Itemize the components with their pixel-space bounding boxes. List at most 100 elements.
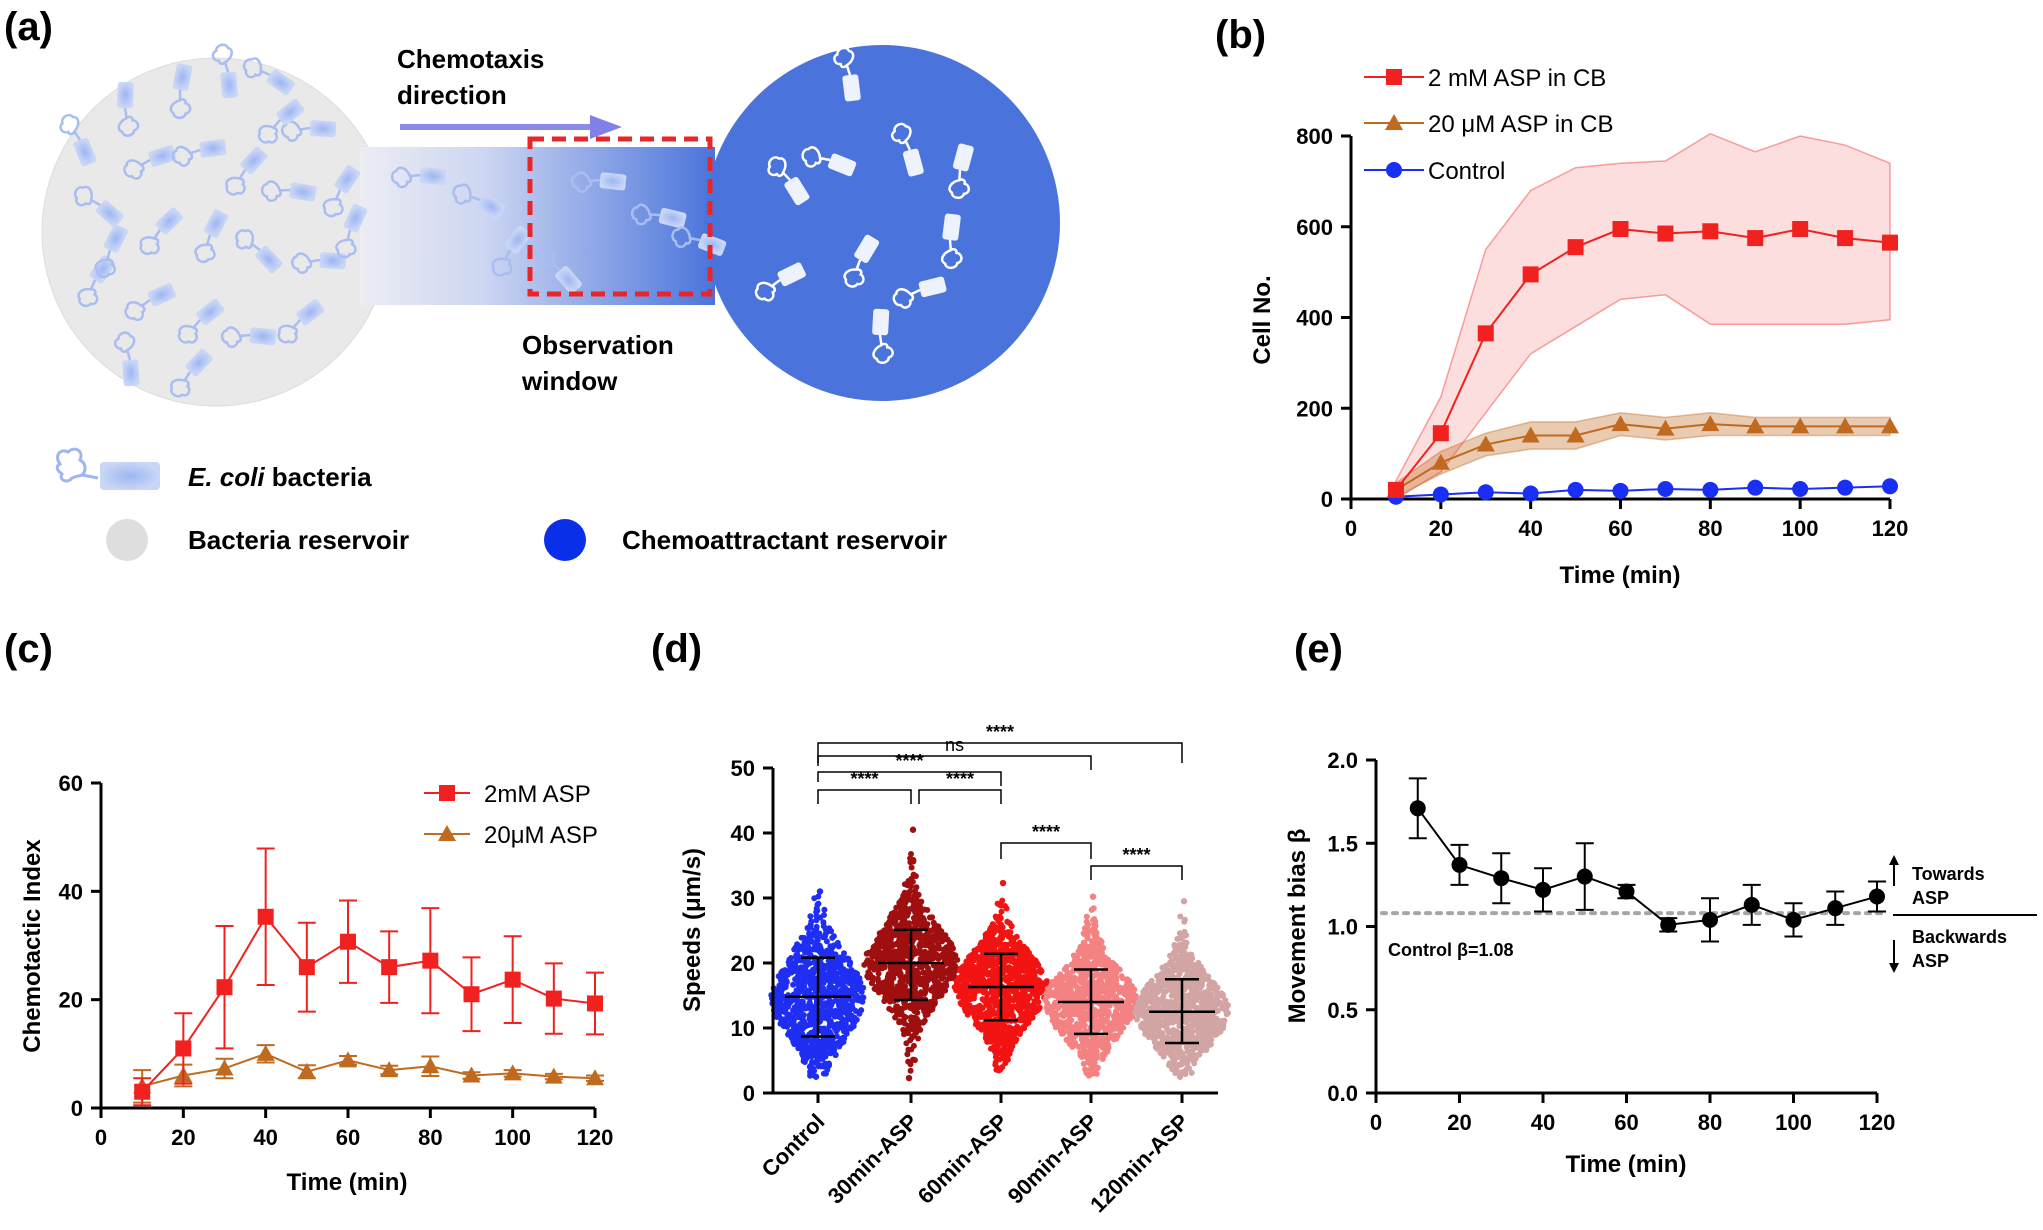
d-point-0 [789,1027,796,1034]
d-ytick-label: 10 [731,1016,755,1041]
d-sig-bracket [1000,842,1092,859]
e-ytick-label: 1.0 [1327,915,1358,940]
d-point-0 [778,987,785,994]
d-point-2 [1024,1010,1031,1017]
b-point-1 [1521,426,1540,443]
b-point-1 [1431,453,1450,470]
d-point-1 [919,1002,926,1008]
d-point-2 [983,1031,990,1038]
d-point-0 [815,900,822,907]
d-point-1 [910,1056,917,1063]
d-point-3 [1092,990,1099,997]
d-point-1 [929,942,936,949]
c-ytick-label: 40 [59,879,83,904]
d-point-1 [926,914,933,921]
bacteria-reservoir-legend-label: Bacteria reservoir [188,525,409,555]
bacterium-icon [767,156,810,206]
d-point-2 [992,913,999,920]
c-xtick-label: 0 [95,1125,107,1150]
observation-label-1: Observation [522,330,674,360]
d-point-1 [887,936,894,943]
d-point-3 [1057,1028,1064,1035]
d-point-1 [951,953,958,960]
d-point-0 [837,958,844,965]
d-point-3 [1078,970,1084,977]
d-point-2 [966,996,973,1003]
c-point-0 [504,971,521,988]
d-sig-bracket [817,771,1002,786]
d-point-1 [945,958,952,965]
d-point-0 [808,918,815,925]
d-point-3 [1075,1011,1082,1018]
d-point-2 [1004,1053,1011,1060]
d-point-0 [781,967,788,974]
d-sig-bracket [817,789,912,804]
d-point-2 [1014,1023,1020,1030]
panel-a-schematic: (a) Chemotaxis direction Observation win… [4,5,1060,561]
d-point-1 [896,899,903,906]
d-point-2 [960,963,967,970]
d-point-2 [1031,998,1038,1005]
d-point-1 [883,936,890,943]
d-point-4 [1183,1031,1190,1038]
panel-label-b: (b) [1215,13,1266,57]
d-sig-label: **** [986,722,1014,742]
d-point-1 [942,947,949,954]
d-point-4 [1142,1030,1149,1037]
b-point-0 [1387,481,1404,498]
d-point-3 [1084,1038,1091,1045]
d-point-2 [1029,1014,1036,1021]
c-point-1 [256,1044,275,1061]
d-point-0 [837,969,844,976]
d-point-4 [1219,1002,1226,1009]
d-point-1 [911,932,918,939]
b-legend: 2 mM ASP in CB 20 μM ASP in CB Control [1364,65,1613,185]
d-point-2 [992,976,998,983]
d-sig-label: **** [895,751,923,771]
d-point-0 [821,906,828,913]
d-point-0 [816,930,823,937]
d-point-3 [1131,993,1138,1000]
d-point-4 [1164,1036,1171,1043]
d-point-1 [890,941,897,948]
b-point-2 [1657,481,1674,498]
d-point-2 [1002,1048,1009,1055]
b-point-2 [1612,482,1629,499]
d-point-0 [829,984,836,991]
d-point-1 [905,1030,912,1037]
bacterium-icon [948,143,974,200]
d-point-3 [1057,993,1064,1000]
c-point-0 [134,1083,151,1100]
b-point-1 [1836,417,1855,434]
d-point-4 [1206,1038,1213,1045]
d-point-3 [1128,1004,1135,1011]
b-legend-marker-20um [1385,114,1403,130]
d-point-0 [851,1019,858,1026]
e-xtick-label: 60 [1614,1110,1638,1135]
c-legend-label-2mm: 2mM ASP [484,781,591,808]
d-point-1 [904,953,911,959]
bacterium-icon [59,113,97,167]
d-point-1 [911,977,918,984]
d-point-3 [1089,961,1096,968]
d-point-3 [1101,954,1108,961]
d-point-4 [1198,1000,1205,1006]
d-point-4 [1182,1071,1189,1077]
d-point-4 [1155,1032,1162,1039]
observation-label-2: window [521,366,618,396]
d-point-2 [964,978,971,985]
d-point-0 [801,983,808,990]
d-point-1 [902,1004,909,1011]
bacterium-icon [892,276,947,309]
d-point-0 [847,1012,854,1019]
d-point-2 [966,954,972,960]
d-point-3 [1080,939,1087,946]
d-point-0 [795,998,802,1005]
d-point-0 [849,972,856,979]
d-point-1 [876,948,883,955]
b-confidence-bands [1395,132,1891,501]
bacteria-legend-icon [55,447,160,490]
b-point-1 [1881,417,1899,434]
d-point-3 [1060,1003,1067,1010]
d-point-0 [807,1068,814,1075]
